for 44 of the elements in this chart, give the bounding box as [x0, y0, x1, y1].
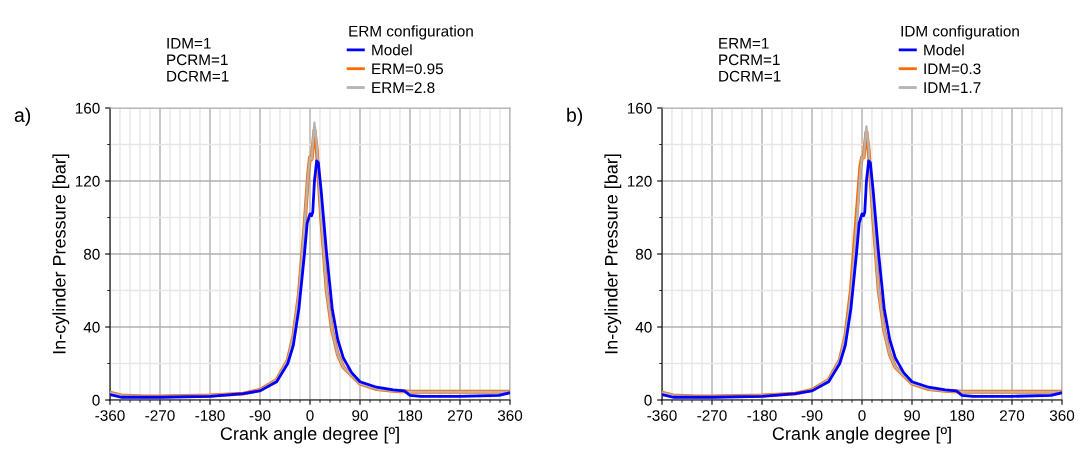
- y-tick-label: 120: [627, 175, 652, 187]
- x-axis-title: Crank angle degree [º]: [220, 426, 399, 444]
- x-tick-label: -270: [145, 410, 175, 421]
- legend-label: Model: [924, 44, 964, 56]
- x-tick-label: -360: [95, 410, 125, 421]
- legend-label: Model: [372, 44, 412, 56]
- x-tick-label: 0: [858, 410, 866, 421]
- x-tick-label: 360: [497, 410, 523, 421]
- x-tick-label: -90: [249, 410, 271, 421]
- x-tick-label: 270: [1000, 410, 1025, 421]
- x-axis-title: Crank angle degree [º]: [772, 426, 951, 444]
- y-tick-label: 40: [83, 321, 100, 333]
- legend-title: IDM configuration: [901, 25, 1019, 40]
- x-tick-label: -270: [697, 410, 727, 421]
- y-tick-label: 0: [644, 394, 652, 406]
- x-tick-label: 360: [1049, 410, 1075, 421]
- x-tick-label: -180: [195, 410, 225, 421]
- x-tick-label: 180: [950, 410, 975, 421]
- y-axis-title: In-cylinder Pressure [bar]: [604, 154, 622, 354]
- y-tick-label: 40: [635, 321, 652, 333]
- x-tick-label: 0: [306, 410, 314, 421]
- x-tick-label: 90: [352, 410, 368, 421]
- y-tick-label: 80: [635, 248, 652, 260]
- x-tick-label: -90: [801, 410, 823, 421]
- x-tick-label: 90: [904, 410, 920, 421]
- x-tick-label: 270: [448, 410, 473, 421]
- legend-label: ERM=0.95: [372, 63, 443, 75]
- y-tick-label: 160: [75, 102, 100, 114]
- legend-label: IDM=1.7: [924, 82, 981, 93]
- x-tick-label: -360: [647, 410, 677, 421]
- y-tick-label: 160: [627, 102, 652, 114]
- y-axis-title: In-cylinder Pressure [bar]: [52, 154, 70, 354]
- legend-label: IDM=0.3: [924, 63, 981, 75]
- text: b): [567, 107, 583, 126]
- y-tick-label: 0: [92, 394, 100, 406]
- y-tick-label: 120: [75, 175, 100, 187]
- legend-label: ERM=2.8: [372, 82, 435, 94]
- x-tick-label: 180: [398, 410, 423, 421]
- text: ERM=1 PCRM=1 DCRM=1: [719, 38, 781, 82]
- legend-title: ERM configuration: [349, 25, 473, 40]
- text: IDM=1 PCRM=1 DCRM=1: [167, 38, 229, 82]
- x-tick-label: -180: [747, 410, 777, 421]
- text: a): [14, 107, 31, 126]
- y-tick-label: 80: [83, 248, 100, 260]
